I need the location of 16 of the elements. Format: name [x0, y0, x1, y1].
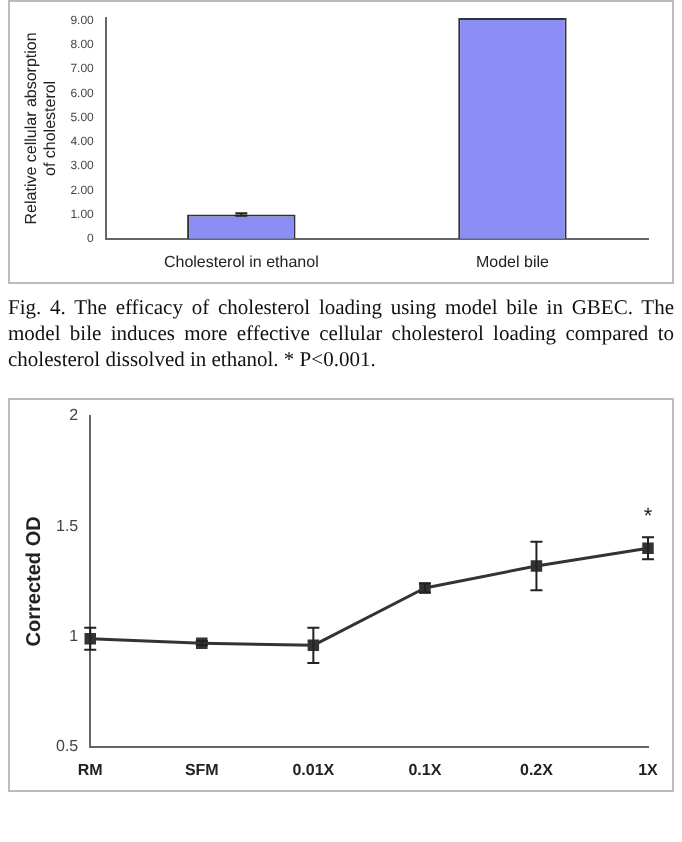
- x-tick-label: Model bile: [475, 252, 550, 271]
- x-tick-label: 0.1X: [408, 760, 443, 779]
- x-tick-label: SFM: [184, 760, 220, 779]
- y-axis-title: Corrected OD: [23, 516, 46, 647]
- x-tick-label: 1X: [638, 760, 660, 779]
- x-tick-label: RM: [77, 760, 104, 779]
- y-axis-title: Relative cellular absorption of cholesterol: [22, 32, 60, 225]
- x-tick-label: 0.2X: [519, 760, 555, 779]
- y-tick-label: 2: [69, 406, 80, 425]
- x-tick-label: Cholesterol in ethanol: [163, 252, 320, 271]
- y-tick-label: 1: [69, 626, 80, 645]
- caption: Fig. 4. The efficacy of cholesterol loading using model bile in GBEC. The model bile induces more effective cellular cholesterol loading compared to cholesterol dissolved in ethanol. * P<0.001.: [8, 296, 674, 374]
- y-tick-label: 0.5: [55, 737, 80, 756]
- y-tick-label: 1.5: [55, 516, 80, 535]
- x-tick-label: 0.01X: [292, 760, 336, 779]
- annotation: *: [643, 505, 654, 530]
